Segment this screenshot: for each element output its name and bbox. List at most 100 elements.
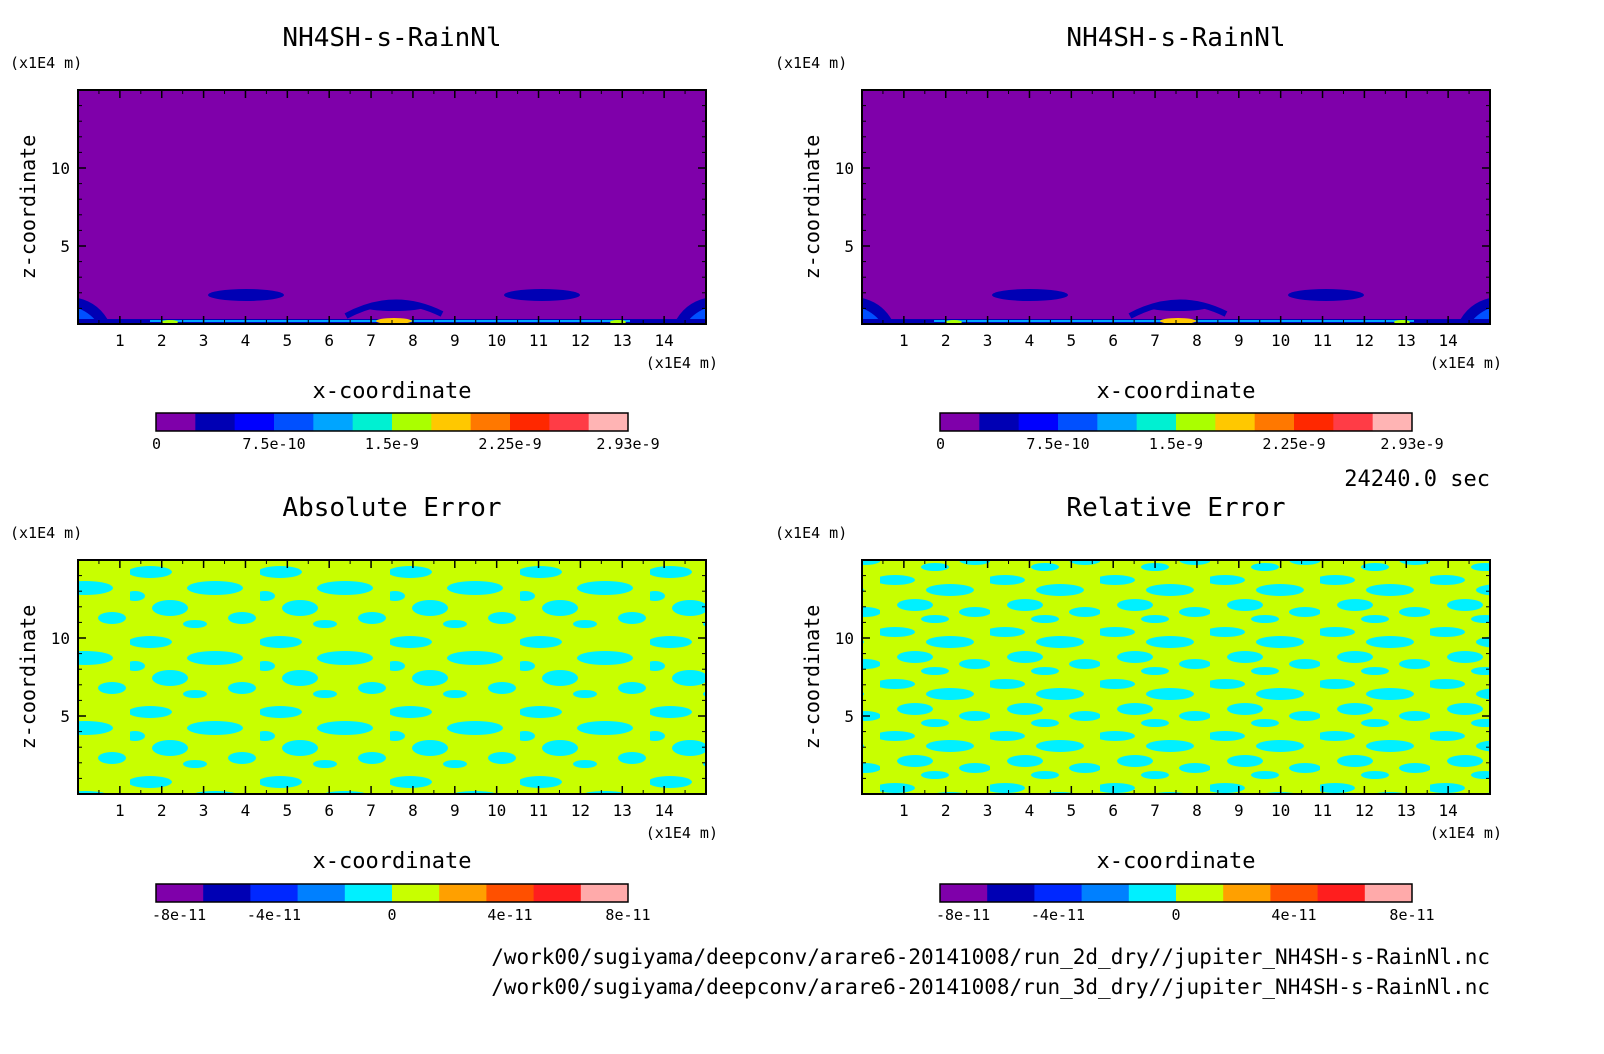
x-tick-label: 1 (899, 801, 909, 820)
x-tick-label: 2 (157, 801, 167, 820)
panel-1: NH4SH-s-RainNl (x1E4 m) 1 2 3 4 5 6 7 8 9 10 11 12 1… (775, 23, 1502, 453)
x-tick-label: 3 (983, 801, 993, 820)
colorbar-swatch (549, 413, 590, 431)
colorbar-swatch (195, 413, 236, 431)
y-tick-label: 5 (60, 237, 70, 256)
y-tick-label: 10 (51, 159, 70, 178)
colorbar-swatch (1176, 413, 1216, 431)
colorbar-swatch (274, 413, 314, 431)
x-tick-label: 3 (199, 331, 209, 350)
y-tick-label: 5 (60, 707, 70, 726)
x-tick-label: 5 (283, 331, 293, 350)
colorbar-swatch (510, 413, 550, 431)
colorbar-label: 2.25e-9 (478, 435, 541, 453)
chart-title: NH4SH-s-RainNl (282, 23, 501, 53)
colorbar: -8e-11 -4e-11 0 4e-11 8e-11 (936, 883, 1435, 924)
colorbar-swatch (1215, 413, 1256, 431)
colorbar-label: 1.5e-9 (1149, 435, 1203, 453)
x-tick-label: 4 (1025, 801, 1035, 820)
colorbar-swatch (1364, 884, 1413, 902)
panel-3: Relative Error (x1E4 m) 1 2 3 4 5 6 7 8 9 10 11 12 1… (775, 493, 1502, 924)
y-tick-label: 5 (844, 707, 854, 726)
x-unit-label: (x1E4 m) (646, 354, 718, 372)
colorbar-swatch (1294, 413, 1334, 431)
colorbar-swatch (431, 413, 472, 431)
x-tick-label: 7 (1150, 331, 1160, 350)
x-tick-label: 14 (655, 331, 674, 350)
y-unit-label: (x1E4 m) (775, 54, 847, 72)
colorbar: 0 7.5e-10 1.5e-9 2.25e-9 2.93e-9 (936, 412, 1444, 453)
colorbar-swatch (1097, 413, 1138, 431)
colorbar-swatch (297, 884, 346, 902)
x-tick-label: 14 (1439, 331, 1458, 350)
x-axis-label: x-coordinate (313, 849, 472, 874)
y-unit-label: (x1E4 m) (775, 524, 847, 542)
y-ticks: 5 10 (51, 105, 706, 309)
colorbar-swatch (203, 884, 251, 902)
colorbar-swatch (1372, 413, 1413, 431)
colorbar-swatch (1333, 413, 1374, 431)
colorbar-frame (939, 412, 1413, 432)
x-tick-label: 2 (941, 331, 951, 350)
y-unit-label: (x1E4 m) (10, 54, 82, 72)
file-path-1: /work00/sugiyama/deepconv/arare6-2014100… (491, 945, 1490, 969)
colorbar-swatch (439, 884, 487, 902)
colorbar-label: 0 (152, 435, 161, 453)
y-axis-label: z-coordinate (800, 605, 824, 750)
colorbar-label: 4e-11 (487, 906, 532, 924)
colorbar-label: 0 (936, 435, 945, 453)
x-tick-label: 4 (241, 801, 251, 820)
x-tick-label: 1 (899, 331, 909, 350)
x-tick-label: 11 (529, 331, 548, 350)
colorbar-label: 8e-11 (1389, 906, 1434, 924)
plot-area (77, 559, 707, 795)
colorbar-swatch (1317, 884, 1366, 902)
x-tick-label: 2 (157, 331, 167, 350)
x-tick-label: 13 (613, 801, 632, 820)
colorbar-swatch (1176, 884, 1224, 902)
x-tick-label: 7 (366, 801, 376, 820)
x-tick-label: 2 (941, 801, 951, 820)
colorbar-swatch (352, 413, 393, 431)
colorbar-swatch (1081, 884, 1130, 902)
colorbar-label: 0 (1171, 906, 1180, 924)
x-tick-label: 12 (571, 801, 590, 820)
x-ticks: 1 2 3 4 5 6 7 8 9 10 11 12 13 14 (98, 560, 686, 820)
colorbar-label: 8e-11 (605, 906, 650, 924)
colorbar-swatch (470, 413, 511, 431)
x-tick-label: 8 (408, 331, 418, 350)
y-tick-label: 10 (835, 629, 854, 648)
colorbar-frame (155, 412, 629, 432)
colorbar-swatch (250, 884, 299, 902)
colorbar: -8e-11 -4e-11 0 4e-11 8e-11 (152, 883, 651, 924)
colorbar-swatch (344, 884, 393, 902)
colorbar-swatch (313, 413, 354, 431)
colorbar-swatch (1018, 413, 1059, 431)
colorbar-label: 0 (387, 906, 396, 924)
chart-title: Absolute Error (282, 493, 501, 523)
x-tick-label: 9 (450, 801, 460, 820)
chart-title: NH4SH-s-RainNl (1066, 23, 1285, 53)
y-tick-label: 10 (835, 159, 854, 178)
x-tick-label: 10 (487, 331, 506, 350)
x-tick-label: 1 (115, 331, 125, 350)
colorbar-frame (155, 883, 629, 903)
x-tick-label: 5 (1067, 801, 1077, 820)
colorbar-swatch (1136, 413, 1177, 431)
x-axis-label: x-coordinate (1097, 849, 1256, 874)
x-tick-label: 3 (199, 801, 209, 820)
colorbar-swatch (392, 413, 432, 431)
x-tick-label: 9 (1234, 801, 1244, 820)
x-tick-label: 14 (655, 801, 674, 820)
colorbar-label: -4e-11 (1031, 906, 1085, 924)
y-axis-label: z-coordinate (16, 605, 40, 750)
x-tick-label: 3 (983, 331, 993, 350)
x-axis-label: x-coordinate (1097, 379, 1256, 404)
colorbar-label: 2.93e-9 (596, 435, 659, 453)
x-tick-label: 11 (529, 801, 548, 820)
y-tick-label: 10 (51, 629, 70, 648)
colorbar-label: 1.5e-9 (365, 435, 419, 453)
plot-area (77, 89, 707, 325)
x-tick-label: 12 (571, 331, 590, 350)
